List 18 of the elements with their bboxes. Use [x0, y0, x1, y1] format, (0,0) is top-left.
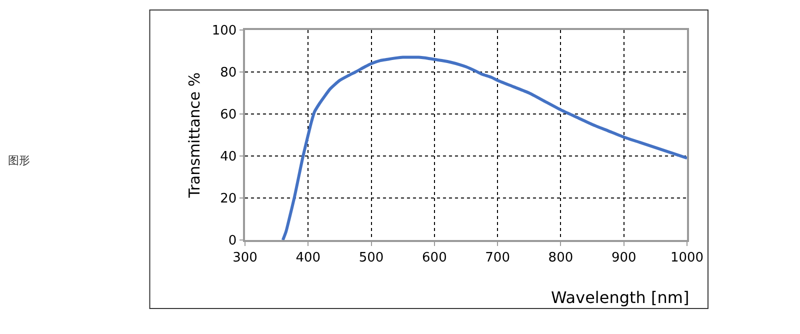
- y-tick-label: 60: [220, 108, 237, 123]
- y-tick-label: 80: [220, 66, 237, 81]
- y-tick-label: 20: [220, 192, 237, 207]
- x-tick-label: 500: [358, 250, 384, 266]
- text: 图形: [8, 154, 30, 167]
- x-tick-label: 400: [296, 250, 321, 266]
- x-tick-label: 800: [548, 250, 574, 266]
- x-tick-label: 300: [232, 250, 258, 266]
- x-tick-label: 900: [611, 250, 636, 266]
- line-series: [281, 56, 687, 240]
- x-tick-label: 600: [422, 250, 447, 266]
- y-tick-label: 100: [212, 24, 237, 39]
- x-axis-title: Wavelength [nm]: [551, 288, 690, 307]
- y-axis-title: Transmittance %: [186, 72, 204, 199]
- x-tick-label: 700: [485, 250, 510, 266]
- x-tick-label: 1000: [670, 250, 704, 266]
- y-tick-label: 0: [228, 234, 237, 249]
- y-tick-label: 40: [220, 150, 237, 165]
